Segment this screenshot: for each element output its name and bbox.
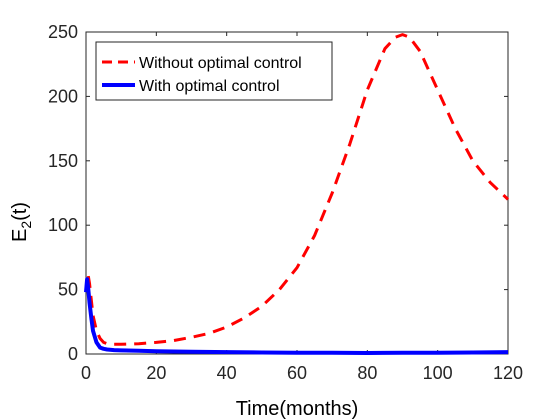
y-axis-label-base: E xyxy=(9,229,31,242)
y-tick-label: 0 xyxy=(68,344,78,364)
legend: Without optimal control With optimal cont… xyxy=(95,41,333,101)
y-tick-label: 50 xyxy=(58,280,78,300)
x-tick-label: 60 xyxy=(287,363,307,383)
y-tick-label: 150 xyxy=(48,151,78,171)
x-tick-label: 0 xyxy=(81,363,91,383)
x-tick-label: 20 xyxy=(146,363,166,383)
x-tick-label: 100 xyxy=(423,363,453,383)
y-tick-label: 100 xyxy=(48,215,78,235)
series-line-1 xyxy=(84,277,509,355)
plot-area xyxy=(84,33,510,355)
y-axis-label: E2(t) xyxy=(9,202,34,242)
x-axis-label: Time(months) xyxy=(236,398,359,420)
series-line-0 xyxy=(84,33,510,346)
y-axis-label-subscript: 2 xyxy=(18,221,34,229)
legend-label: With optimal control xyxy=(139,78,280,95)
x-tick-label: 120 xyxy=(493,363,523,383)
axis-ticks: 0 20 40 60 80 100 120 0 50 100 150 200 250 xyxy=(48,22,523,383)
y-axis-label-suffix: (t) xyxy=(9,202,31,221)
y-tick-label: 250 xyxy=(48,22,78,42)
y-tick-label: 200 xyxy=(48,86,78,106)
legend-box xyxy=(95,41,333,101)
legend-label: Without optimal control xyxy=(139,55,302,72)
x-tick-label: 40 xyxy=(217,363,237,383)
x-tick-label: 80 xyxy=(357,363,377,383)
y-axis-label-text: E2(t) xyxy=(9,202,34,242)
